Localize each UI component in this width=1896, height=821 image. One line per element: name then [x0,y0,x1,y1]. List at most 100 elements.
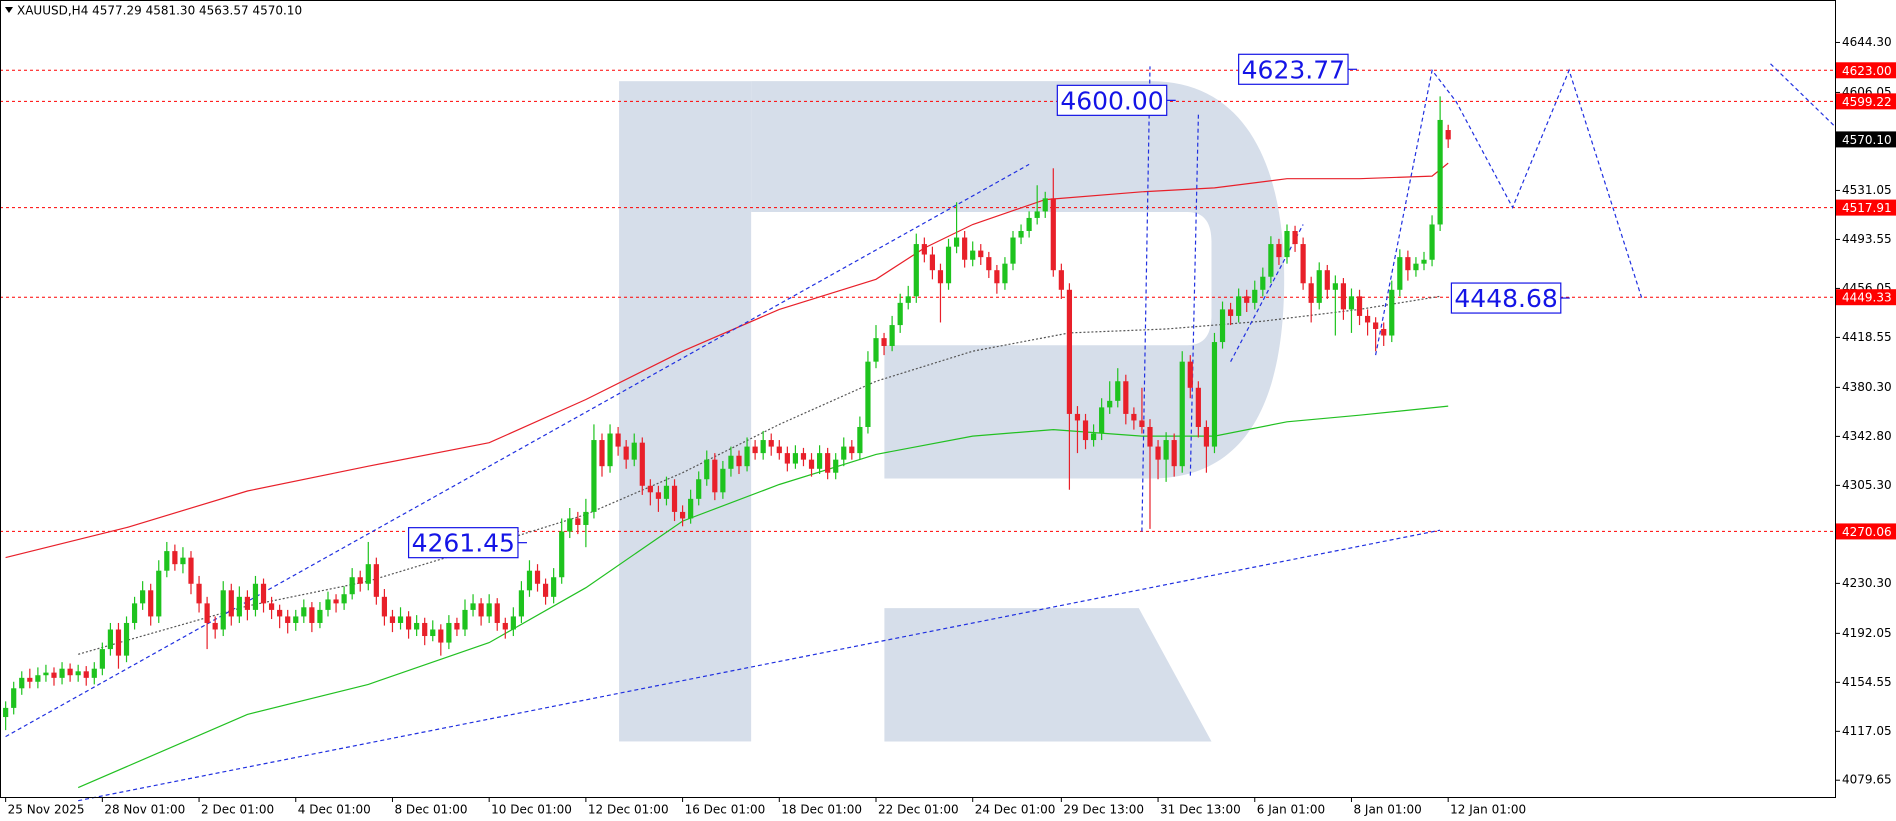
y-tick-label: 4531.05 [1842,183,1892,197]
candle-body [107,629,114,650]
indicator-line [5,162,1449,559]
candle-body [220,590,226,630]
x-tick-label: 8 Dec 01:00 [394,803,467,817]
x-tick-label: 10 Dec 01:00 [491,803,572,817]
candle-body [1179,361,1185,467]
candle-body [986,257,992,271]
candle-body [277,609,283,617]
candle-body [1244,296,1250,303]
annotation-box [1238,53,1349,85]
candle-body [99,649,105,669]
candle-body [704,459,710,480]
candle-body [365,564,371,584]
candle-body [921,244,927,255]
candle-body [140,590,146,604]
y-tick-label: 4305.30 [1842,478,1892,492]
candle-body [260,583,267,604]
candle-body [841,446,847,460]
candle-body [1227,309,1234,316]
candle-body [518,590,525,617]
indicator-line [5,163,1030,738]
candles [3,96,1451,731]
candle-body [615,433,621,447]
annotation-label: 4600.00 [1060,86,1163,115]
candle-body [792,453,799,464]
candle-body [567,518,573,532]
annotation-label: 4261.45 [412,529,515,558]
candle-body [833,459,839,473]
candle-body [51,672,57,678]
candle-body [953,237,960,247]
y-tick-label: 4154.55 [1842,675,1892,689]
candle-body [825,453,831,473]
candle-body [1389,289,1395,336]
x-tick-label: 24 Dec 01:00 [975,803,1056,817]
candle-body [341,594,347,604]
candle-body [808,459,815,469]
y-tick-label: 4493.55 [1842,232,1892,246]
level-label: 4623.00 [1842,64,1892,78]
candle-body [1211,342,1218,447]
y-tick-label: 4079.65 [1842,773,1892,787]
indicator-line [1189,114,1199,478]
x-tick-label: 12 Jan 01:00 [1450,803,1526,817]
candle-body [873,338,879,362]
candle-body [881,338,887,346]
y-tick-label: 4342.80 [1842,429,1892,443]
candle-body [188,557,194,584]
x-tick-label: 29 Dec 13:00 [1063,803,1144,817]
candle-body [502,622,508,630]
candle-body [1002,263,1008,284]
header: XAUUSD,H4 4577.29 4581.30 4563.57 4570.1… [17,4,302,18]
annotations: 4623.77 4600.00 4261.45 4448.68 [407,53,1570,559]
candle-body [1171,440,1177,467]
candle-body [83,671,89,678]
candle-body [1026,217,1032,231]
candle-body [397,616,404,623]
indicator-line [78,529,1441,802]
candle-body [712,459,718,493]
candle-body [373,564,379,597]
candle-body [1340,283,1347,310]
x-tick-label: 12 Dec 01:00 [588,803,669,817]
level-label-bg [1836,131,1896,148]
y-tick-label: 4380.30 [1842,380,1892,394]
candle-body [252,583,259,610]
candle-body [59,668,65,678]
candle-body [1058,270,1064,290]
indicator-line [78,295,1441,655]
candle-body [11,688,17,708]
candle-body [913,244,919,297]
y-tick-label: 4418.55 [1842,330,1892,344]
candle-body [204,603,210,623]
candle-body [1115,381,1121,401]
candle-body [1090,433,1097,441]
candle-body [688,498,694,519]
candle-body [744,446,750,467]
candle-body [720,468,726,493]
candle-body [172,551,178,565]
candle-body [123,622,130,656]
level-label-bg [1836,523,1896,540]
candle-body [1018,230,1024,238]
candle-body [945,246,952,284]
level-label: 4599.22 [1842,95,1892,109]
x-tick-label: 4 Dec 01:00 [298,803,371,817]
indicators [5,63,1836,802]
candle-body [559,531,565,578]
candle-body [1356,296,1363,316]
candle-body [19,677,25,689]
candle-body [929,254,936,271]
candle-body [228,590,234,617]
level-label-bg [1836,289,1896,306]
candle-body [526,570,533,591]
candle-body [381,596,388,617]
level-label-bg [1836,199,1896,216]
candle-body [1292,230,1298,245]
candle-body [1381,328,1387,336]
candle-body [816,453,823,469]
candle-body [1276,244,1282,258]
candle-body [970,250,976,260]
x-tick-label: 25 Nov 2025 [8,803,85,817]
candle-body [1107,400,1113,408]
